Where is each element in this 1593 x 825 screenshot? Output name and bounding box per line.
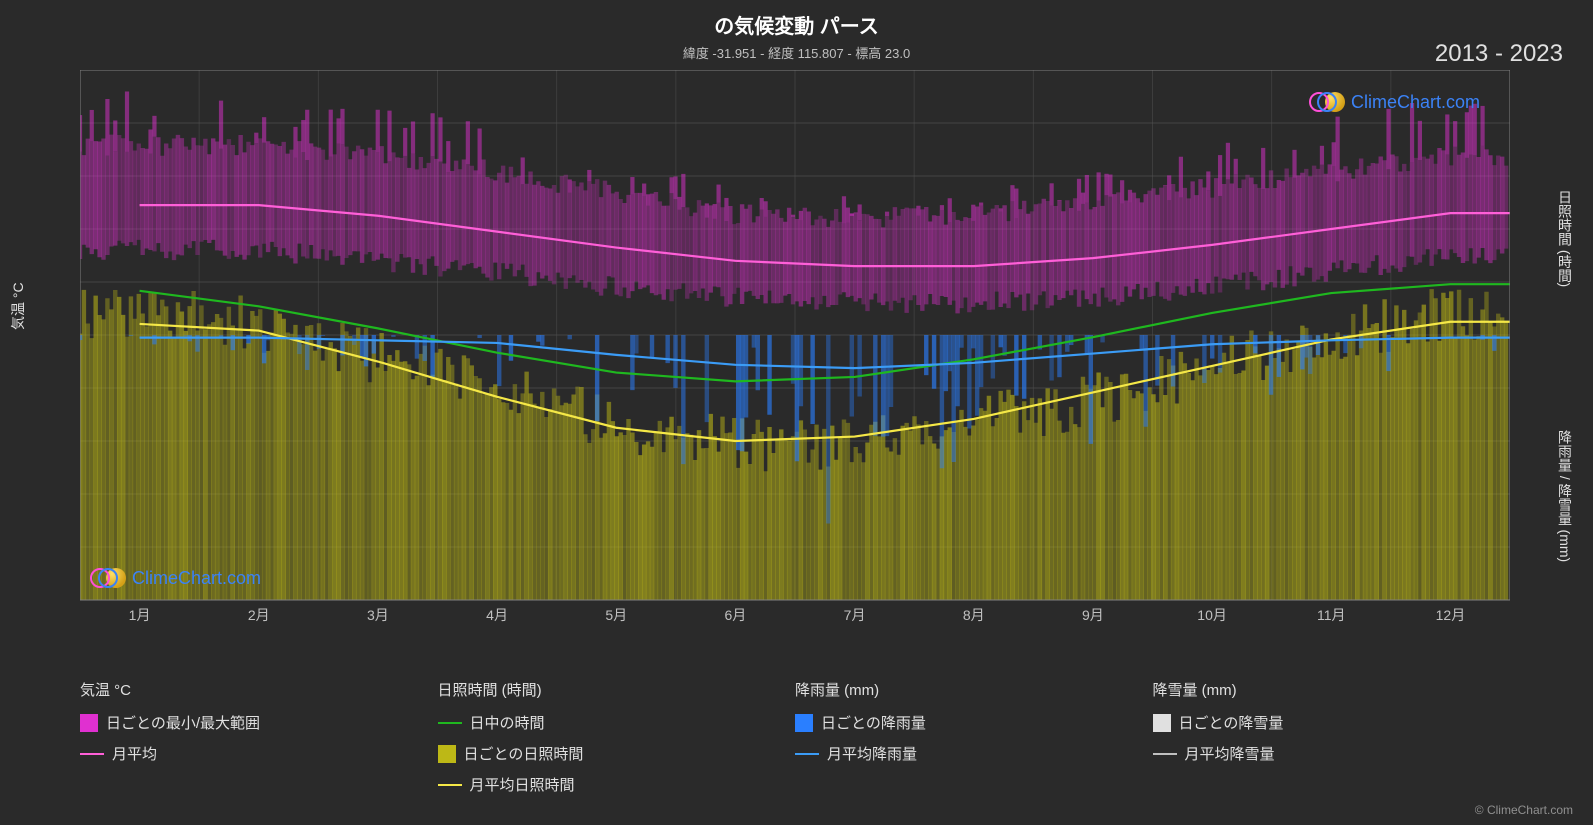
chart-svg: -50-40-30-20-100102030405012182401020304… [80,70,1510,630]
legend-line-icon [438,722,462,724]
svg-text:5月: 5月 [605,607,627,623]
legend-label: 月平均降雪量 [1185,743,1275,764]
legend-swatch-icon [438,745,456,763]
y-axis-left-label: 気温 °C [8,282,28,330]
legend-label: 月平均日照時間 [470,774,575,795]
climechart-logo-icon [1309,90,1345,114]
legend-column: 降雪量 (mm) 日ごとの降雪量月平均降雪量 [1153,679,1511,805]
svg-text:7月: 7月 [844,607,866,623]
copyright: © ClimeChart.com [1475,803,1573,817]
chart-subtitle: 緯度 -31.951 - 経度 115.807 - 標高 23.0 [0,39,1593,62]
legend-header: 気温 °C [80,679,438,700]
legend-swatch-icon [80,714,98,732]
svg-text:6月: 6月 [725,607,747,623]
legend-item: 月平均 [80,743,438,764]
chart-title: の気候変動 パース [0,0,1593,39]
legend-item: 日中の時間 [438,712,796,733]
svg-text:12月: 12月 [1436,607,1466,623]
logo-text: ClimeChart.com [132,568,261,589]
legend-item: 日ごとの日照時間 [438,743,796,764]
legend-line-icon [80,753,104,755]
svg-text:9月: 9月 [1082,607,1104,623]
logo-text: ClimeChart.com [1351,92,1480,113]
legend-header: 日照時間 (時間) [438,679,796,700]
legend-header: 降雨量 (mm) [795,679,1153,700]
legend-line-icon [438,784,462,786]
legend-label: 月平均降雨量 [827,743,917,764]
legend: 気温 °C 日ごとの最小/最大範囲月平均 日照時間 (時間) 日中の時間日ごとの日照時… [80,679,1510,805]
svg-text:11月: 11月 [1317,607,1346,623]
logo-watermark-bottom: ClimeChart.com [90,566,261,590]
legend-label: 日ごとの日照時間 [464,743,584,764]
climate-chart: の気候変動 パース 緯度 -31.951 - 経度 115.807 - 標高 2… [0,0,1593,825]
svg-text:8月: 8月 [963,607,985,623]
legend-item: 月平均降雪量 [1153,743,1511,764]
svg-text:10月: 10月 [1197,607,1227,623]
legend-item: 月平均降雨量 [795,743,1153,764]
svg-text:3月: 3月 [367,607,389,623]
svg-text:2月: 2月 [248,607,270,623]
legend-label: 日ごとの降雨量 [821,712,926,733]
y-axis-right-rain-label: 降雨量 / 降雪量 (mm) [1555,430,1575,562]
legend-column: 気温 °C 日ごとの最小/最大範囲月平均 [80,679,438,805]
legend-column: 日照時間 (時間) 日中の時間日ごとの日照時間月平均日照時間 [438,679,796,805]
legend-label: 日ごとの降雪量 [1179,712,1284,733]
svg-text:1月: 1月 [129,607,151,623]
legend-line-icon [1153,753,1177,755]
legend-swatch-icon [1153,714,1171,732]
legend-label: 日中の時間 [470,712,545,733]
legend-header: 降雪量 (mm) [1153,679,1511,700]
y-axis-right-daylight-label: 日照時間 (時間) [1555,190,1575,287]
logo-watermark-top: ClimeChart.com [1309,90,1480,114]
svg-text:4月: 4月 [486,607,508,623]
legend-column: 降雨量 (mm) 日ごとの降雨量月平均降雨量 [795,679,1153,805]
climechart-logo-icon [90,566,126,590]
legend-item: 日ごとの降雨量 [795,712,1153,733]
plot-area: -50-40-30-20-100102030405012182401020304… [80,70,1510,600]
legend-item: 月平均日照時間 [438,774,796,795]
legend-label: 月平均 [112,743,157,764]
legend-label: 日ごとの最小/最大範囲 [106,712,260,733]
legend-line-icon [795,753,819,755]
legend-item: 日ごとの最小/最大範囲 [80,712,438,733]
legend-swatch-icon [795,714,813,732]
year-range: 2013 - 2023 [1435,40,1563,68]
legend-item: 日ごとの降雪量 [1153,712,1511,733]
